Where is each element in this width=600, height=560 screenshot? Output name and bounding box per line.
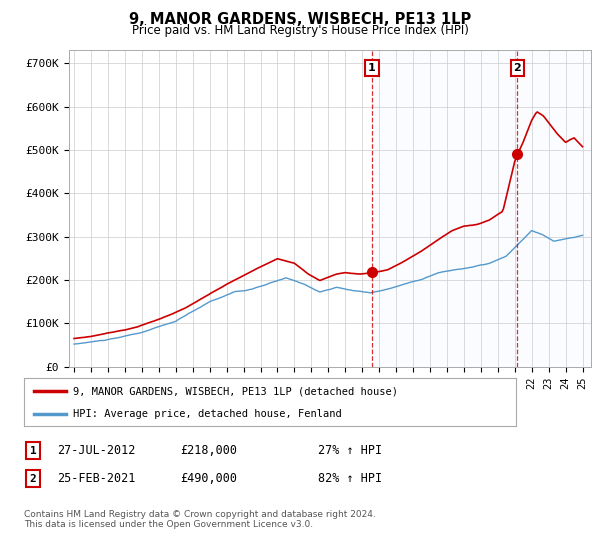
Text: £490,000: £490,000	[180, 472, 237, 486]
Text: 27-JUL-2012: 27-JUL-2012	[57, 444, 136, 458]
Text: 82% ↑ HPI: 82% ↑ HPI	[318, 472, 382, 486]
Text: 25-FEB-2021: 25-FEB-2021	[57, 472, 136, 486]
Text: 1: 1	[29, 446, 37, 456]
Bar	[372, 50, 591, 367]
Text: Contains HM Land Registry data © Crown copyright and database right 2024.
This d: Contains HM Land Registry data © Crown c…	[24, 510, 376, 529]
Text: 9, MANOR GARDENS, WISBECH, PE13 1LP: 9, MANOR GARDENS, WISBECH, PE13 1LP	[129, 12, 471, 27]
Text: £218,000: £218,000	[180, 444, 237, 458]
Text: 27% ↑ HPI: 27% ↑ HPI	[318, 444, 382, 458]
Text: Price paid vs. HM Land Registry's House Price Index (HPI): Price paid vs. HM Land Registry's House …	[131, 24, 469, 36]
Text: 2: 2	[514, 63, 521, 73]
Text: 2: 2	[29, 474, 37, 484]
Text: HPI: Average price, detached house, Fenland: HPI: Average price, detached house, Fenl…	[73, 409, 342, 419]
Text: 1: 1	[368, 63, 376, 73]
Text: 9, MANOR GARDENS, WISBECH, PE13 1LP (detached house): 9, MANOR GARDENS, WISBECH, PE13 1LP (det…	[73, 386, 398, 396]
